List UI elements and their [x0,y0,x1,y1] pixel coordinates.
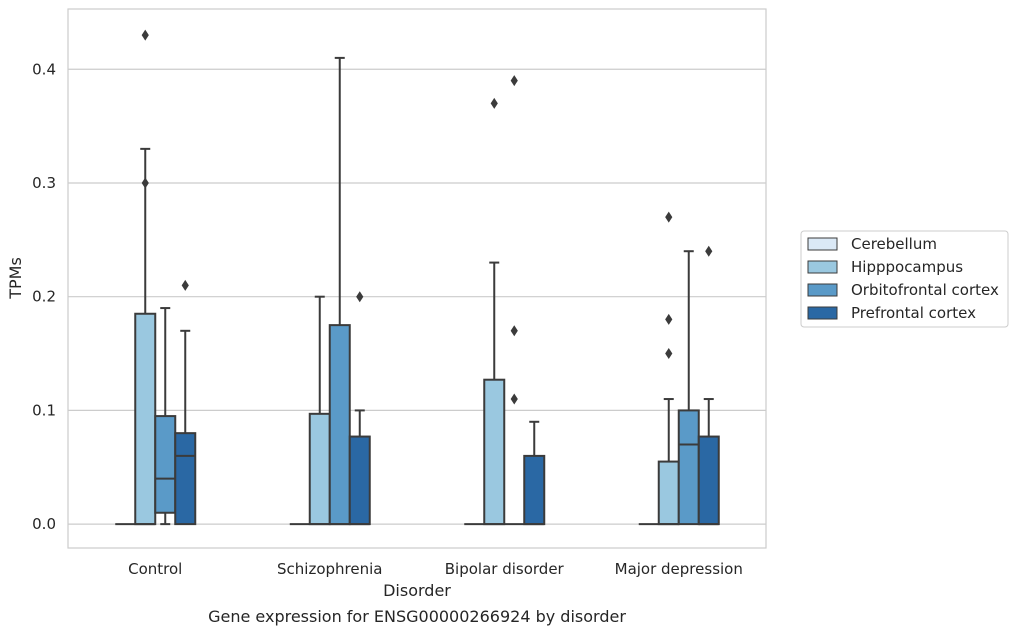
outlier-point [665,211,673,223]
legend-frame [800,230,1009,328]
figure-caption: Gene expression for ENSG00000266924 by d… [208,607,626,626]
box-iqr [308,412,331,526]
legend-label: Cerebellum [851,235,937,253]
box-iqr [697,435,720,526]
box-prefrontal-cortex [348,291,371,526]
outlier-point [490,97,498,109]
x-tick-label: Schizophrenia [277,560,382,578]
outlier-point [510,325,518,337]
box-iqr [154,415,177,514]
legend: Cerebellum Hipppocampus Orbitofrontal cort… [800,230,1009,328]
outlier-point [510,393,518,405]
box-iqr [174,432,197,526]
box-orbitofrontal-cortex [504,75,525,526]
outlier-point [510,75,518,87]
y-tick-labels: 0.0 0.1 0.2 0.3 0.4 [32,60,56,533]
legend-label: Hipppocampus [851,258,963,276]
y-tick-label: 0.4 [32,60,56,78]
box-hipppocampus [483,97,506,526]
outlier-point [141,177,149,189]
box-hipppocampus [308,295,331,526]
x-tick-labels: Control Schizophrenia Bipolar disorder Majo… [128,560,743,578]
x-tick-label: Control [128,560,182,578]
legend-swatch [807,306,838,320]
legend-swatch [807,283,838,297]
x-axis-title: Disorder [383,581,451,600]
x-tick-label: Major depression [615,560,743,578]
box-iqr [134,312,157,526]
outlier-point [141,29,149,41]
x-tick-label: Bipolar disorder [445,560,565,578]
box-hipppocampus [134,29,157,526]
box-orbitofrontal-cortex [154,307,177,526]
legend-swatch [807,237,838,251]
box-iqr [483,378,506,526]
box-prefrontal-cortex [523,420,546,526]
outlier-point [181,279,189,291]
outlier-point [705,245,713,257]
legend-swatch [807,260,838,274]
box-hipppocampus [657,211,680,526]
y-tick-label: 0.2 [32,288,56,306]
outlier-point [356,291,364,303]
box-layer [115,29,720,526]
box-iqr [328,324,351,526]
y-tick-label: 0.0 [32,515,56,533]
plot-frame [67,8,767,549]
y-tick-label: 0.1 [32,401,56,419]
y-tick-label: 0.3 [32,174,56,192]
box-orbitofrontal-cortex [328,56,351,526]
box-iqr [523,454,546,526]
box-iqr [348,435,371,526]
box-prefrontal-cortex [697,245,720,526]
outlier-point [665,313,673,325]
legend-label: Orbitofrontal cortex [851,281,999,299]
y-axis-title: TPMs [6,257,25,300]
outlier-point [665,348,673,360]
box-iqr [657,460,680,526]
box-prefrontal-cortex [174,279,197,526]
legend-label: Prefrontal cortex [851,304,976,322]
box-iqr [677,409,700,526]
